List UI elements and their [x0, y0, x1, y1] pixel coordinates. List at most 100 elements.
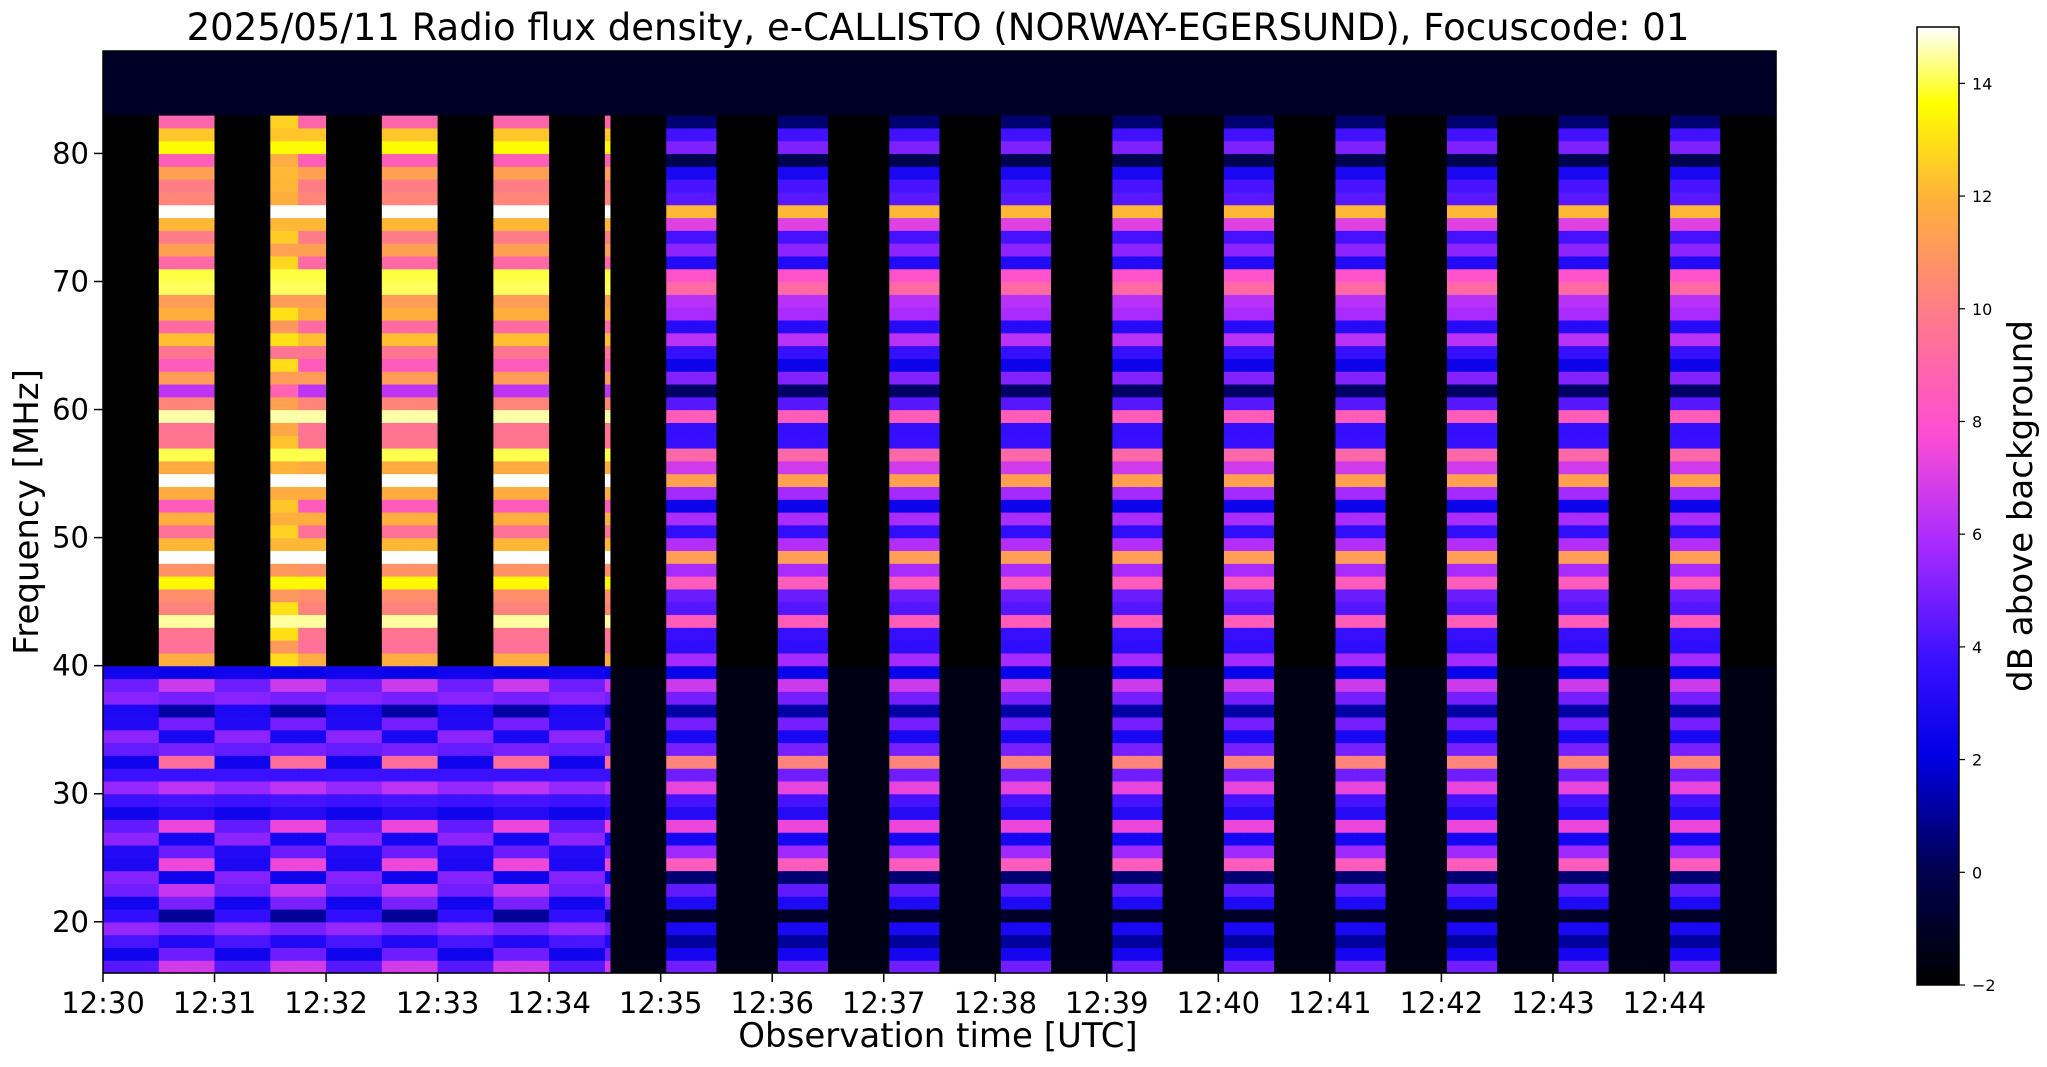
heatmap-cell: [169, 857, 177, 872]
heatmap-cell: [208, 51, 216, 65]
heatmap-cell: [409, 383, 416, 398]
heatmap-cell: [136, 499, 143, 513]
heatmap-cell: [225, 179, 232, 193]
heatmap-cell: [169, 115, 177, 129]
heatmap-cell: [247, 704, 255, 718]
heatmap-cell: [225, 563, 232, 577]
heatmap-cell: [108, 844, 115, 859]
heatmap-cell: [247, 422, 255, 436]
heatmap-cell: [130, 409, 138, 423]
heatmap-cell: [398, 319, 405, 334]
heatmap-cell: [114, 844, 121, 859]
heatmap-cell: [409, 512, 416, 526]
heatmap-cell: [208, 345, 216, 359]
heatmap-cell: [231, 704, 238, 718]
heatmap-cell: [415, 63, 422, 78]
heatmap-cell: [192, 294, 199, 308]
heatmap-cell: [197, 793, 204, 808]
heatmap-cell: [158, 793, 165, 808]
heatmap-cell: [337, 153, 344, 167]
heatmap-cell: [259, 870, 266, 884]
heatmap-cell: [186, 383, 193, 398]
heatmap-cell: [125, 550, 132, 564]
heatmap-cell: [482, 665, 489, 680]
heatmap-cell: [326, 819, 333, 833]
heatmap-cell: [337, 563, 344, 577]
heatmap-cell: [448, 576, 455, 590]
heatmap-cell: [409, 153, 416, 167]
heatmap-cell: [437, 102, 444, 116]
heatmap-cell: [192, 460, 199, 475]
heatmap-cell: [426, 704, 433, 718]
heatmap-cell: [482, 729, 489, 744]
heatmap-cell: [242, 115, 249, 129]
heatmap-cell: [337, 255, 344, 270]
heatmap-cell: [471, 793, 478, 808]
heatmap-cell: [342, 896, 349, 910]
heatmap-cell: [309, 102, 316, 116]
heatmap-cell: [465, 550, 472, 564]
heatmap-cell: [197, 768, 204, 782]
heatmap-cell: [259, 294, 266, 308]
heatmap-cell: [376, 883, 383, 897]
heatmap-cell: [476, 102, 483, 116]
heatmap-cell: [370, 614, 377, 628]
heatmap-cell: [225, 281, 232, 295]
heatmap-cell: [158, 947, 165, 961]
heatmap-cell: [437, 435, 444, 449]
heatmap-cell: [331, 601, 338, 616]
heatmap-cell: [482, 102, 489, 116]
heatmap-cell: [119, 883, 126, 897]
heatmap-cell: [287, 537, 294, 552]
heatmap-cell: [136, 588, 143, 603]
heatmap-cell: [443, 89, 450, 103]
heatmap-cell: [437, 345, 444, 359]
heatmap-cell: [275, 435, 283, 449]
heatmap-cell: [459, 255, 467, 270]
heatmap-cell: [103, 947, 110, 961]
heatmap-cell: [158, 588, 165, 603]
heatmap-cell: [169, 409, 177, 423]
heatmap-cell: [292, 89, 299, 103]
heatmap-cell: [281, 115, 288, 129]
heatmap-cell: [169, 537, 177, 552]
heatmap-cell: [192, 396, 199, 411]
heatmap-cell: [454, 140, 461, 155]
heatmap-cell: [225, 819, 232, 833]
heatmap-cell: [348, 217, 355, 231]
heatmap-cell: [270, 307, 277, 321]
heatmap-cell: [298, 230, 305, 244]
heatmap-cell: [320, 614, 327, 628]
heatmap-cell: [281, 409, 288, 423]
heatmap-cell: [376, 537, 383, 552]
heatmap-cell: [203, 550, 210, 564]
heatmap-cell: [454, 89, 461, 103]
heatmap-cell: [147, 332, 154, 347]
heatmap-cell: [264, 371, 271, 385]
heatmap-cell: [287, 768, 294, 782]
heatmap-cell: [370, 896, 377, 910]
heatmap-cell: [337, 678, 344, 692]
heatmap-cell: [147, 217, 154, 231]
heatmap-cell: [114, 204, 121, 219]
heatmap-cell: [404, 729, 411, 744]
heatmap-cell: [309, 742, 316, 756]
heatmap-cell: [420, 883, 428, 897]
heatmap-cell: [242, 383, 249, 398]
heatmap-cell: [175, 179, 182, 193]
heatmap-cell: [404, 844, 411, 859]
heatmap-cell: [197, 716, 204, 731]
heatmap-cell: [337, 409, 344, 423]
heatmap-cell: [292, 768, 299, 782]
heatmap-cell: [197, 230, 204, 244]
heatmap-cell: [186, 601, 193, 616]
heatmap-cell: [153, 870, 160, 884]
heatmap-cell: [264, 678, 271, 692]
heatmap-cell: [192, 793, 199, 808]
heatmap-cell: [130, 281, 138, 295]
heatmap-cell: [247, 755, 255, 769]
heatmap-cell: [114, 243, 121, 257]
heatmap-cell: [331, 512, 338, 526]
heatmap-cell: [153, 307, 160, 321]
heatmap-cell: [264, 409, 271, 423]
